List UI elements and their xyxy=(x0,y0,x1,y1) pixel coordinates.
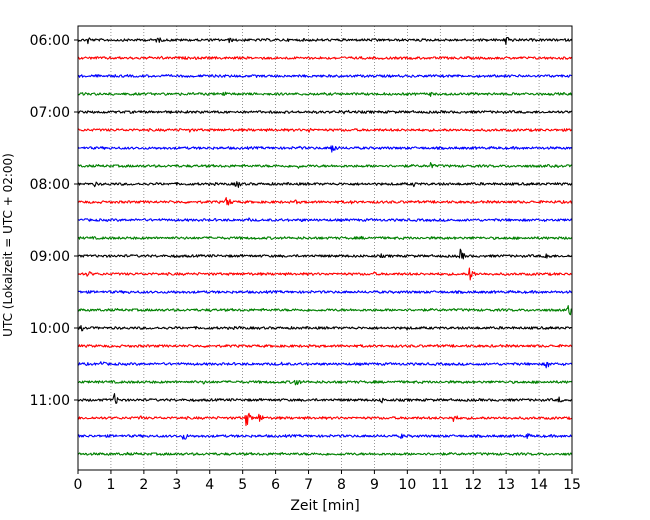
seismogram-trace xyxy=(77,145,573,153)
seismogram-trace xyxy=(77,36,573,45)
seismogram-trace xyxy=(77,197,573,206)
x-tick-label: 5 xyxy=(238,477,247,493)
seismogram-trace xyxy=(77,290,573,294)
seismogram-trace xyxy=(77,412,573,427)
seismogram-trace xyxy=(77,248,573,260)
x-tick-label: 10 xyxy=(398,477,416,493)
x-tick-label: 9 xyxy=(370,477,379,493)
y-axis-ticks: 06:00 07:00 08:00 09:00 10:00 11:00 xyxy=(30,33,78,409)
x-axis-label: Zeit [min] xyxy=(290,498,359,514)
seismogram-trace xyxy=(77,217,573,223)
seismogram-trace xyxy=(77,74,572,78)
x-tick-label: 2 xyxy=(139,477,148,493)
x-tick-label: 4 xyxy=(205,477,214,493)
x-tick-label: 3 xyxy=(172,477,181,493)
x-tick-label: 11 xyxy=(431,477,449,493)
y-axis-label: UTC (Lokalzeit = UTC + 02:00) xyxy=(1,153,15,337)
x-tick-label: 0 xyxy=(74,477,83,493)
seismogram-trace xyxy=(77,55,573,60)
x-tick-label: 13 xyxy=(497,477,515,493)
y-tick-label: 09:00 xyxy=(30,249,70,265)
y-tick-label: 10:00 xyxy=(30,321,70,337)
x-tick-label: 6 xyxy=(271,477,280,493)
seismogram-trace xyxy=(78,127,573,133)
x-tick-label: 7 xyxy=(304,477,313,493)
x-tick-label: 14 xyxy=(530,477,548,493)
seismogram-trace xyxy=(77,324,573,332)
seismogram-traces xyxy=(77,36,573,456)
x-tick-label: 8 xyxy=(337,477,346,493)
y-tick-label: 11:00 xyxy=(30,393,70,409)
seismogram-trace xyxy=(77,305,573,316)
seismogram-trace xyxy=(77,91,573,97)
seismogram-trace xyxy=(77,361,573,369)
y-tick-label: 08:00 xyxy=(30,177,70,193)
seismogram-trace xyxy=(77,344,573,349)
seismogram-trace xyxy=(77,109,573,115)
x-tick-label: 12 xyxy=(464,477,482,493)
seismogram-trace xyxy=(77,379,573,386)
vertical-gridlines xyxy=(110,26,540,470)
seismogram-trace xyxy=(77,267,573,281)
x-tick-label: 1 xyxy=(106,477,115,493)
seismogram-trace xyxy=(77,433,573,440)
plot-frame xyxy=(77,25,573,471)
x-tick-label: 15 xyxy=(563,477,581,493)
y-tick-label: 06:00 xyxy=(30,33,70,49)
seismogram-trace xyxy=(77,181,573,188)
seismogram-trace xyxy=(77,235,573,240)
x-axis-ticks: 0 1 2 3 4 5 6 7 8 9 10 11 12 13 14 15 xyxy=(74,470,581,493)
seismogram-trace xyxy=(77,162,573,169)
seismogram-trace xyxy=(77,393,573,405)
y-tick-label: 07:00 xyxy=(30,105,70,121)
seismogram-trace xyxy=(77,451,573,456)
